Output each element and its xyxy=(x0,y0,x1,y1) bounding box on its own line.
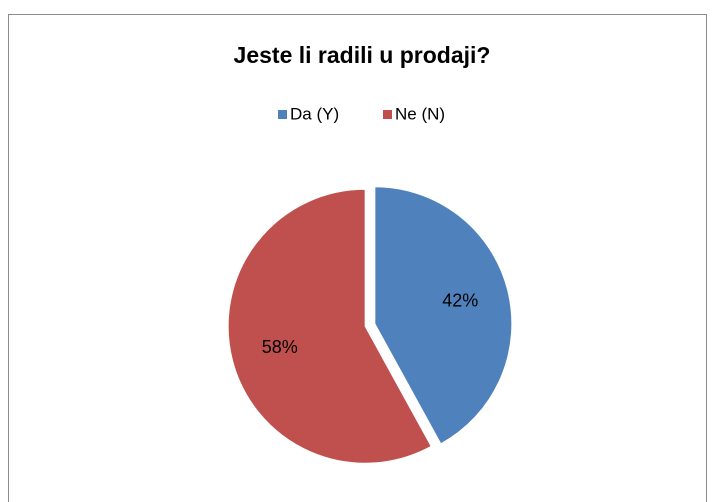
legend-label: Da (Y) xyxy=(290,104,339,123)
legend-swatch xyxy=(278,110,287,119)
data-label: 58% xyxy=(262,337,298,357)
chart-title: Jeste li radili u prodaji? xyxy=(234,42,491,68)
legend: Da (Y) Ne (N) xyxy=(278,104,445,123)
legend-label: Ne (N) xyxy=(395,104,445,123)
legend-swatch xyxy=(383,110,392,119)
pie-slice xyxy=(374,186,513,445)
data-label: 42% xyxy=(442,291,478,311)
pie-slice xyxy=(227,188,432,464)
